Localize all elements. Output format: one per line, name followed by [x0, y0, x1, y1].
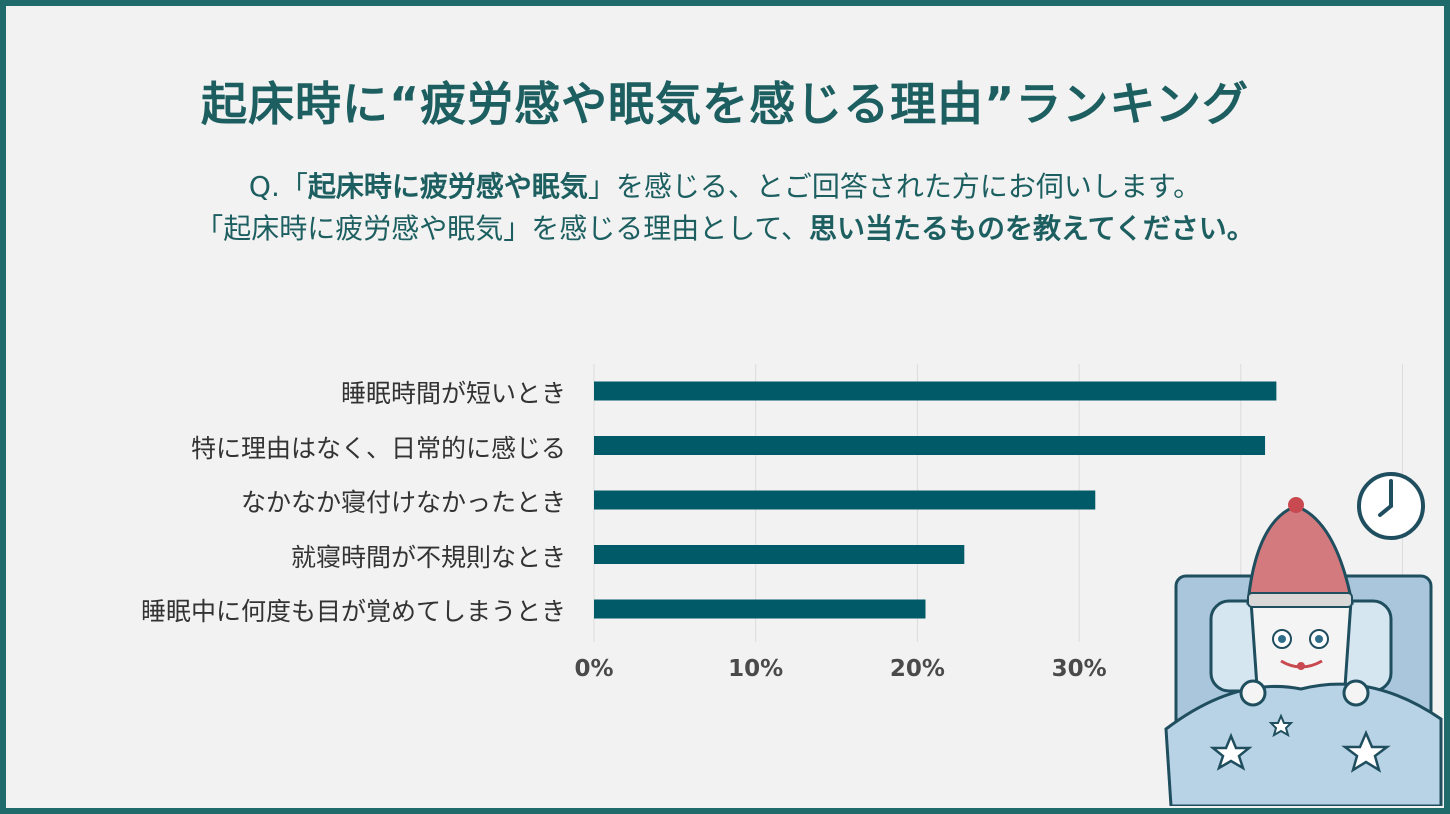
bar [594, 599, 926, 619]
question-line2-bold: 思い当たるものを教えてください。 [809, 212, 1255, 245]
sleepy-character-illustration [1164, 472, 1443, 806]
question-line1-suffix: 」を感じる、とご回答された方にお伺いします。 [587, 170, 1202, 203]
question-line-2: 「起床時に疲労感や眠気」を感じる理由として、思い当たるものを教えてください。 [6, 208, 1444, 250]
category-label: 睡眠時間が短いとき [340, 379, 566, 408]
question-line1-bold: 起床時に疲労感や眠気 [307, 170, 588, 203]
page-title: 起床時に“疲労感や眠気を感じる理由”ランキング [200, 77, 1250, 131]
bar [594, 490, 1096, 510]
category-label: なかなか寝付けなかったとき [240, 488, 566, 517]
blanket [1164, 679, 1443, 806]
category-label: 特に理由はなく、日常的に感じる [190, 433, 566, 463]
bar [594, 381, 1277, 401]
category-label: 就寝時間が不規則なとき [290, 542, 566, 572]
x-tick-label: 10% [728, 656, 784, 682]
question-line1-prefix: Q.「 [248, 170, 308, 203]
bar [594, 545, 965, 564]
question-line2-prefix: 「起床時に疲労感や眠気」を感じる理由として、 [195, 212, 809, 245]
bar [594, 436, 1266, 455]
x-tick-label: 20% [889, 656, 945, 682]
clock-icon [1357, 472, 1425, 540]
x-tick-label: 30% [1051, 656, 1107, 682]
star-icon [1209, 713, 1391, 773]
question-line-1: Q.「起床時に疲労感や眠気」を感じる、とご回答された方にお伺いします。 [6, 166, 1444, 208]
sleepy-character [1246, 497, 1354, 703]
x-tick-label: 0% [574, 656, 614, 682]
category-label: 睡眠中に何度も目が覚めてしまうとき [140, 597, 566, 626]
question-text: Q.「起床時に疲労感や眠気」を感じる、とご回答された方にお伺いします。 「起床時… [6, 166, 1444, 250]
